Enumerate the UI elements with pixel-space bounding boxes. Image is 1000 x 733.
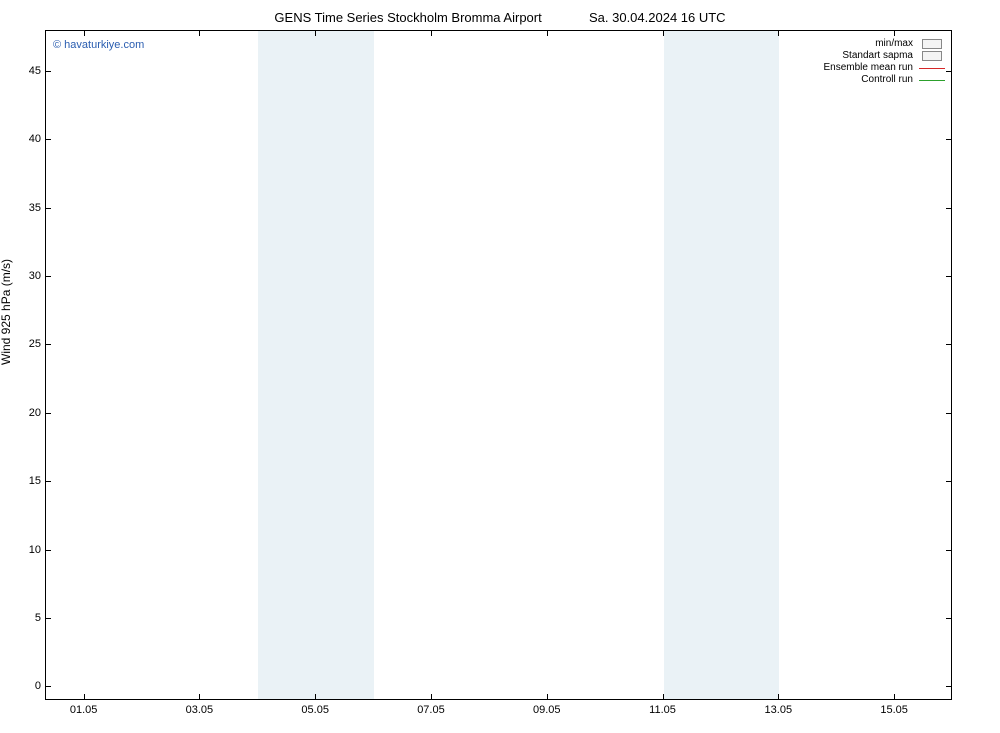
y-tick-mark <box>45 276 51 277</box>
y-tick-mark <box>45 208 51 209</box>
x-tick-mark <box>84 30 85 36</box>
y-tick-mark <box>45 481 51 482</box>
y-tick-mark <box>946 139 952 140</box>
y-tick-mark <box>946 344 952 345</box>
x-tick-mark <box>431 694 432 700</box>
x-tick-label: 11.05 <box>649 704 676 716</box>
y-tick-label: 20 <box>11 407 41 419</box>
chart-container: GENS Time Series Stockholm Bromma Airpor… <box>0 0 1000 733</box>
y-tick-mark <box>946 276 952 277</box>
y-tick-mark <box>946 618 952 619</box>
x-tick-mark <box>315 30 316 36</box>
y-tick-label: 40 <box>11 133 41 145</box>
weekend-band <box>258 31 374 699</box>
x-tick-mark <box>894 694 895 700</box>
y-tick-mark <box>45 71 51 72</box>
y-tick-mark <box>45 413 51 414</box>
legend-item: Ensemble mean run <box>824 62 946 74</box>
legend-item: Standart sapma <box>824 50 946 62</box>
title-right: Sa. 30.04.2024 16 UTC <box>589 10 726 25</box>
legend-item: min/max <box>824 38 946 50</box>
x-tick-mark <box>84 694 85 700</box>
x-tick-label: 07.05 <box>417 704 445 716</box>
y-tick-mark <box>946 550 952 551</box>
y-tick-mark <box>946 686 952 687</box>
y-tick-mark <box>946 413 952 414</box>
y-tick-mark <box>45 550 51 551</box>
x-tick-mark <box>894 30 895 36</box>
y-tick-mark <box>45 686 51 687</box>
y-tick-mark <box>946 71 952 72</box>
x-tick-label: 13.05 <box>765 704 793 716</box>
y-tick-mark <box>45 618 51 619</box>
x-tick-mark <box>663 694 664 700</box>
x-tick-label: 05.05 <box>301 704 329 716</box>
legend: min/maxStandart sapmaEnsemble mean runCo… <box>824 38 946 86</box>
watermark: © havaturkiye.com <box>53 39 144 51</box>
legend-line <box>919 68 945 69</box>
legend-label: Ensemble mean run <box>824 62 914 74</box>
legend-swatch <box>919 39 945 49</box>
y-tick-label: 10 <box>11 544 41 556</box>
x-tick-label: 09.05 <box>533 704 561 716</box>
x-tick-label: 15.05 <box>880 704 908 716</box>
x-tick-mark <box>778 694 779 700</box>
legend-label: Standart sapma <box>842 50 913 62</box>
x-tick-mark <box>199 694 200 700</box>
x-tick-mark <box>431 30 432 36</box>
x-tick-mark <box>199 30 200 36</box>
x-tick-mark <box>663 30 664 36</box>
title-left: GENS Time Series Stockholm Bromma Airpor… <box>274 10 541 25</box>
legend-label: min/max <box>875 38 913 50</box>
y-tick-mark <box>45 139 51 140</box>
y-tick-label: 30 <box>11 270 41 282</box>
y-tick-label: 15 <box>11 475 41 487</box>
chart-title: GENS Time Series Stockholm Bromma Airpor… <box>0 10 1000 25</box>
y-tick-label: 35 <box>11 202 41 214</box>
plot-area: © havaturkiye.com <box>45 30 952 700</box>
legend-swatch <box>919 51 945 61</box>
y-tick-label: 5 <box>11 612 41 624</box>
y-tick-label: 45 <box>11 65 41 77</box>
y-tick-label: 0 <box>11 680 41 692</box>
x-tick-mark <box>547 30 548 36</box>
x-tick-mark <box>547 694 548 700</box>
y-tick-mark <box>45 344 51 345</box>
legend-label: Controll run <box>861 74 913 86</box>
x-tick-mark <box>778 30 779 36</box>
weekend-band <box>664 31 780 699</box>
y-tick-label: 25 <box>11 338 41 350</box>
legend-line <box>919 80 945 81</box>
legend-item: Controll run <box>824 74 946 86</box>
x-tick-label: 01.05 <box>70 704 98 716</box>
y-tick-mark <box>946 208 952 209</box>
x-tick-mark <box>315 694 316 700</box>
y-tick-mark <box>946 481 952 482</box>
x-tick-label: 03.05 <box>186 704 214 716</box>
